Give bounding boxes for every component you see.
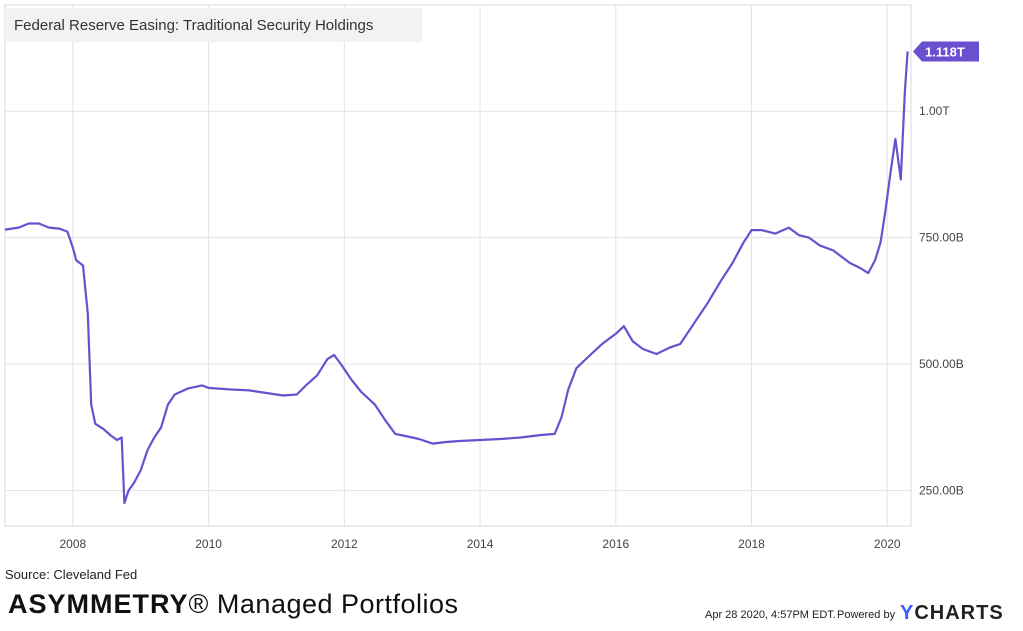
brand-subtitle: Managed Portfolios <box>208 589 459 619</box>
y-tick-label: 500.00B <box>919 357 964 371</box>
last-value-label: 1.118T <box>925 45 965 60</box>
y-tick-label: 750.00B <box>919 231 964 245</box>
powered-by-label: Powered by <box>837 609 896 621</box>
x-tick-label: 2016 <box>602 537 629 551</box>
ycharts-logo[interactable]: YCHARTS <box>900 602 1004 625</box>
y-tick-label: 1.00T <box>919 104 950 118</box>
chart-title-box <box>5 8 422 42</box>
source-note: Source: Cleveland Fed <box>5 567 138 582</box>
x-tick-label: 2014 <box>467 537 494 551</box>
last-value-flag <box>913 41 979 62</box>
brand-logo: ASYMMETRY® Managed Portfolios <box>8 589 459 620</box>
x-tick-label: 2008 <box>60 537 87 551</box>
x-tick-label: 2010 <box>195 537 222 551</box>
ycharts-logo-y: Y <box>900 602 915 624</box>
series-line <box>4 51 909 505</box>
x-tick-label: 2012 <box>331 537 358 551</box>
y-tick-label: 250.00B <box>919 484 964 498</box>
line-chart: 2008 2010 2012 2014 2016 2018 2020 250.00B 500.0… <box>4 4 979 551</box>
x-tick-label: 2020 <box>874 537 901 551</box>
brand-name: ASYMMETRY <box>8 589 189 619</box>
x-tick-label: 2018 <box>738 537 765 551</box>
chart-title: Federal Reserve Easing: Traditional Secu… <box>14 17 374 34</box>
brand-registered-mark: ® <box>188 589 209 619</box>
timestamp: Apr 28 2020, 4:57PM EDT. <box>705 609 836 621</box>
plot-area <box>4 4 912 527</box>
ycharts-logo-text: CHARTS <box>914 602 1004 624</box>
